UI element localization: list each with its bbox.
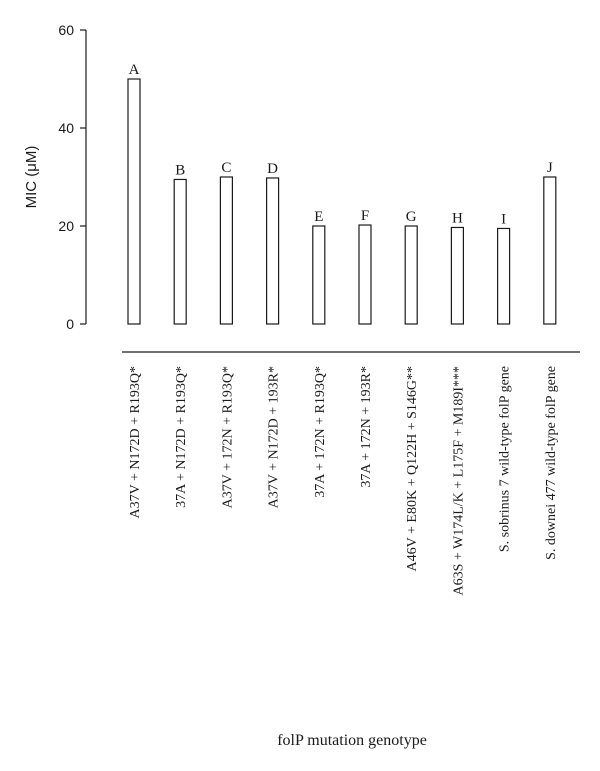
y-tick-label: 40 bbox=[58, 120, 74, 136]
category-label: 37A + 172N + 193R* bbox=[359, 366, 374, 488]
bar-j bbox=[543, 176, 557, 325]
bar-d bbox=[266, 177, 280, 325]
category-label: A37V + 172N + R193Q* bbox=[220, 366, 235, 508]
category-label: 37A + 172N + R193Q* bbox=[313, 366, 328, 498]
category-label: S. sobrinus 7 wild-type folP gene bbox=[498, 366, 513, 552]
bar-f bbox=[358, 224, 372, 325]
y-tick-label: 60 bbox=[58, 22, 74, 38]
bar-letter-label: D bbox=[267, 161, 278, 177]
category-labels: A37V + N172D + R193Q* 37A + N172D + R193Q… bbox=[128, 366, 559, 596]
bar-letter-label: B bbox=[175, 162, 185, 178]
bar-letter-label: I bbox=[501, 211, 506, 227]
bar-letter-label: C bbox=[221, 160, 231, 176]
category-label: A37V + N172D + 193R* bbox=[267, 366, 282, 508]
bars: A B C D E F G H I J bbox=[127, 62, 557, 325]
bar-h bbox=[450, 226, 464, 325]
bar-letter-label: E bbox=[314, 209, 323, 225]
category-label: A46V + E80K + Q122H + S146G** bbox=[405, 366, 420, 571]
y-tick-label: 20 bbox=[58, 218, 74, 234]
y-axis-label: MIC (μM) bbox=[23, 146, 40, 209]
y-ticks: 0 20 40 60 bbox=[58, 22, 86, 332]
x-axis-label: folP mutation genotype bbox=[277, 732, 427, 749]
bar-letter-label: G bbox=[406, 209, 417, 225]
category-label: S. downei 477 wild-type folP gene bbox=[544, 366, 559, 560]
bar-b bbox=[173, 178, 187, 325]
category-label: A37V + N172D + R193Q* bbox=[128, 366, 143, 518]
category-label: A63S + W174L/K + L175F + M189I*** bbox=[451, 366, 466, 596]
bar-letter-label: A bbox=[129, 62, 140, 78]
bar-c bbox=[219, 176, 233, 325]
bar-letter-label: J bbox=[547, 160, 553, 176]
bar-letter-label: H bbox=[452, 210, 463, 226]
category-label: 37A + N172D + R193Q* bbox=[174, 366, 189, 508]
bar-i bbox=[497, 227, 511, 325]
bar-g bbox=[404, 225, 418, 325]
y-tick-label: 0 bbox=[66, 316, 74, 332]
bar-e bbox=[312, 225, 326, 325]
bar-letter-label: F bbox=[361, 208, 369, 224]
bar-a bbox=[127, 78, 141, 325]
